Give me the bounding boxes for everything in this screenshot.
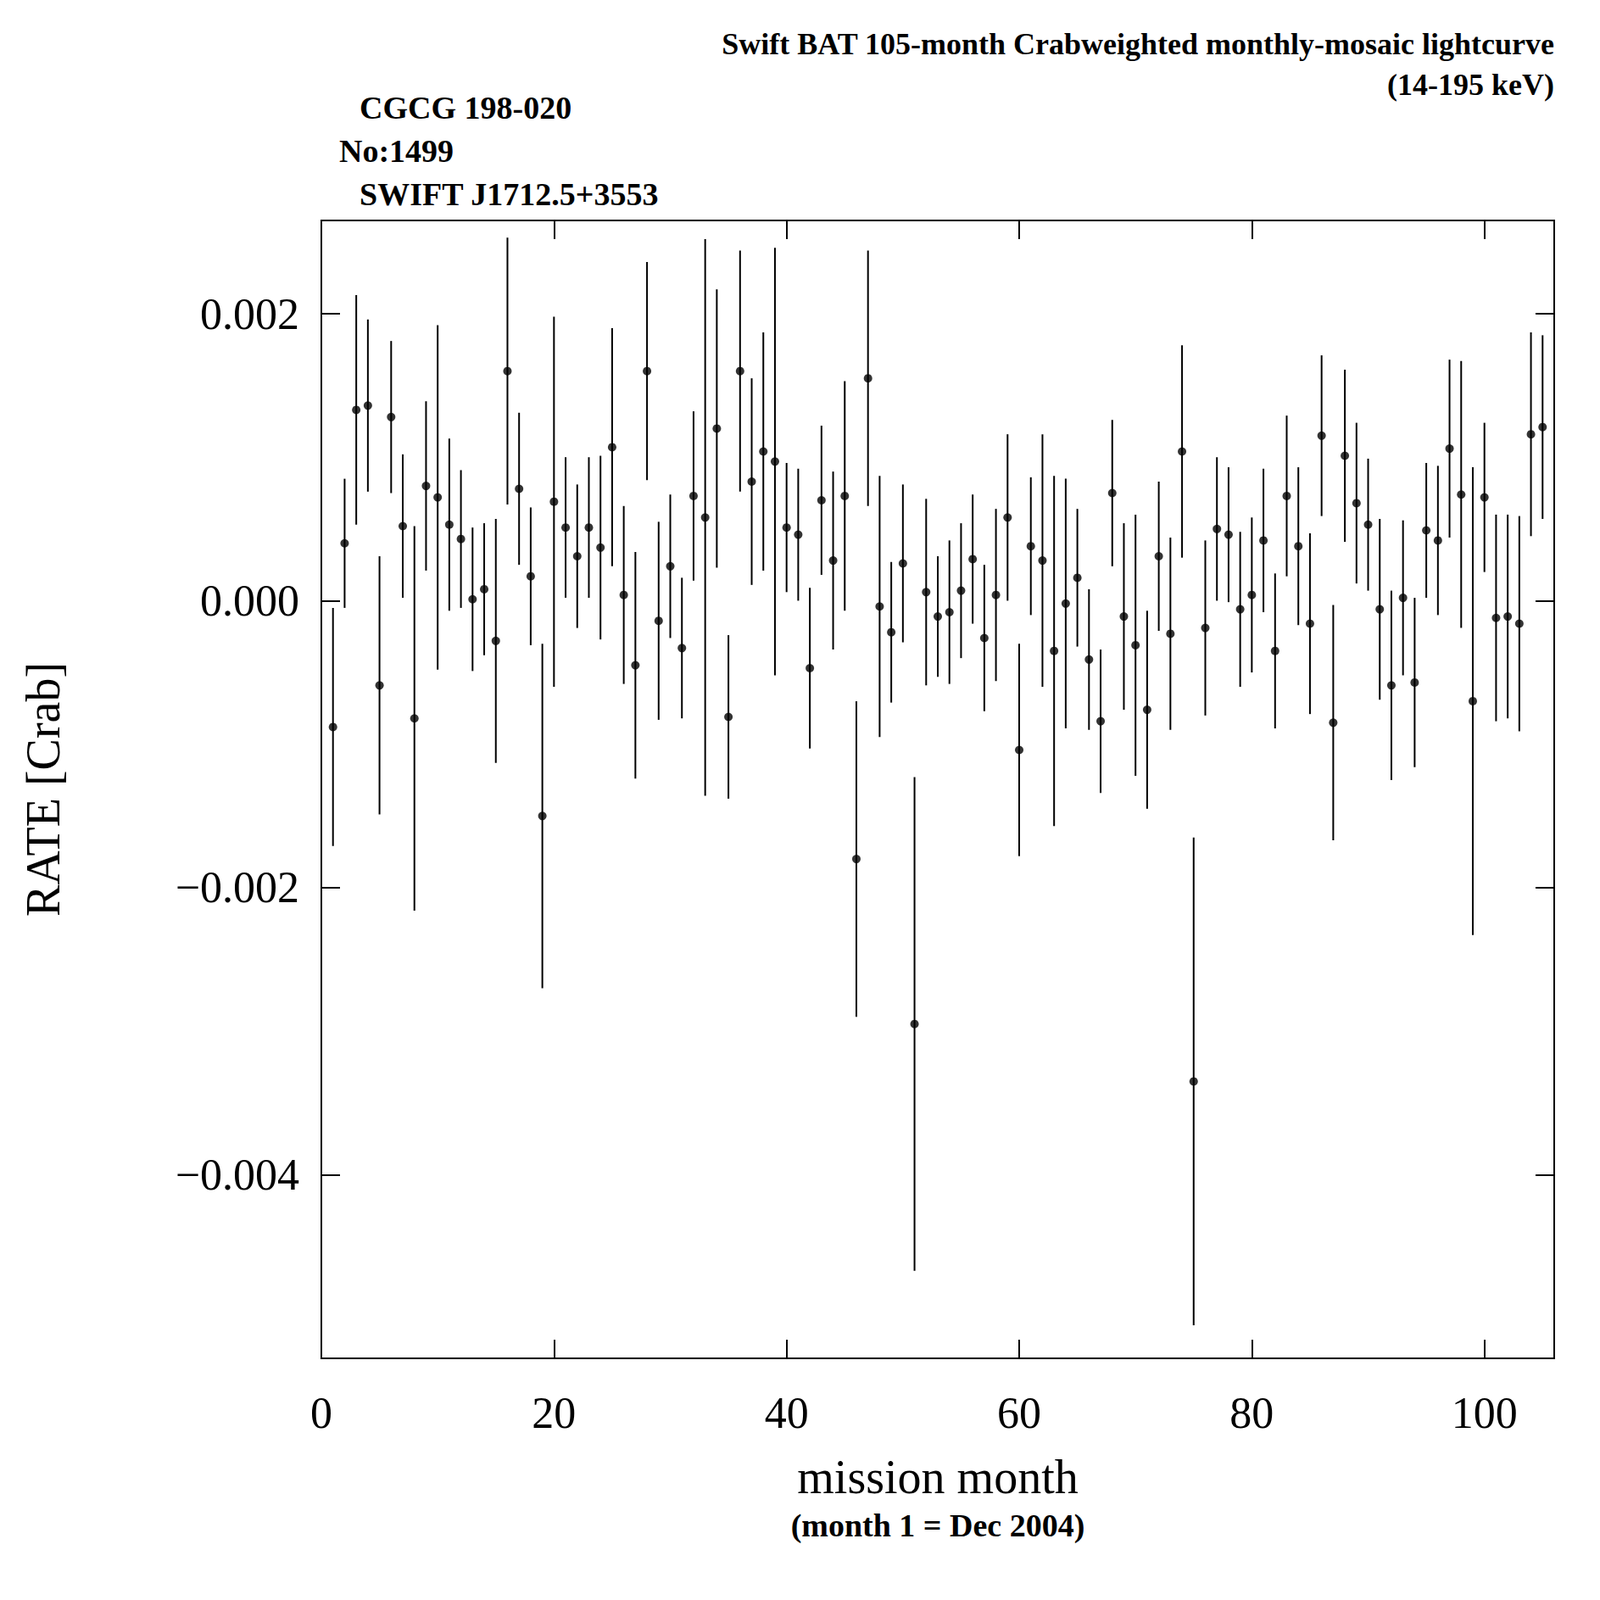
svg-text:40: 40 — [764, 1388, 809, 1438]
svg-text:20: 20 — [531, 1388, 576, 1438]
svg-text:60: 60 — [997, 1388, 1042, 1438]
svg-text:−0.004: −0.004 — [175, 1150, 300, 1199]
svg-text:No:1499: No:1499 — [339, 133, 454, 169]
svg-text:(14-195 keV): (14-195 keV) — [1387, 67, 1555, 102]
svg-text:−0.002: −0.002 — [175, 863, 300, 912]
svg-text:0.000: 0.000 — [200, 576, 300, 625]
svg-text:0.002: 0.002 — [200, 289, 300, 339]
svg-text:100: 100 — [1451, 1388, 1518, 1438]
svg-text:(month 1 = Dec 2004): (month 1 = Dec 2004) — [791, 1507, 1086, 1545]
svg-text:80: 80 — [1229, 1388, 1274, 1438]
svg-text:CGCG 198-020: CGCG 198-020 — [359, 89, 572, 126]
svg-text:Swift BAT 105-month Crabweight: Swift BAT 105-month Crabweighted monthly… — [721, 27, 1555, 62]
svg-text:0: 0 — [310, 1388, 333, 1438]
svg-text:SWIFT J1712.5+3553: SWIFT J1712.5+3553 — [359, 176, 658, 212]
svg-text:RATE [Crab]: RATE [Crab] — [16, 662, 70, 917]
svg-text:mission month: mission month — [797, 1450, 1078, 1504]
